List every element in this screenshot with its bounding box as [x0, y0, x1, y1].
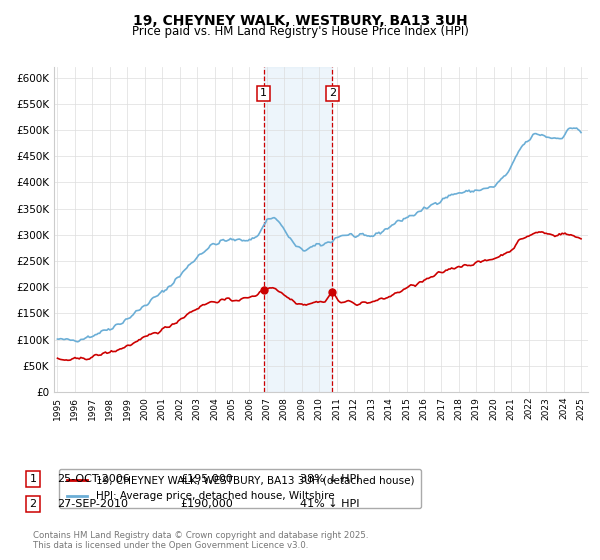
- Text: Price paid vs. HM Land Registry's House Price Index (HPI): Price paid vs. HM Land Registry's House …: [131, 25, 469, 38]
- Text: Contains HM Land Registry data © Crown copyright and database right 2025.
This d: Contains HM Land Registry data © Crown c…: [33, 530, 368, 550]
- Text: 38% ↓ HPI: 38% ↓ HPI: [300, 474, 359, 484]
- Text: 2: 2: [329, 88, 336, 99]
- Text: 41% ↓ HPI: 41% ↓ HPI: [300, 499, 359, 509]
- Text: £195,000: £195,000: [180, 474, 233, 484]
- Text: 1: 1: [29, 474, 37, 484]
- Text: 19, CHEYNEY WALK, WESTBURY, BA13 3UH: 19, CHEYNEY WALK, WESTBURY, BA13 3UH: [133, 14, 467, 28]
- Text: 25-OCT-2006: 25-OCT-2006: [57, 474, 130, 484]
- Text: 1: 1: [260, 88, 267, 99]
- Text: £190,000: £190,000: [180, 499, 233, 509]
- Legend: 19, CHEYNEY WALK, WESTBURY, BA13 3UH (detached house), HPI: Average price, detac: 19, CHEYNEY WALK, WESTBURY, BA13 3UH (de…: [59, 469, 421, 508]
- Bar: [264, 67, 332, 392]
- Text: 27-SEP-2010: 27-SEP-2010: [57, 499, 128, 509]
- Text: 2: 2: [29, 499, 37, 509]
